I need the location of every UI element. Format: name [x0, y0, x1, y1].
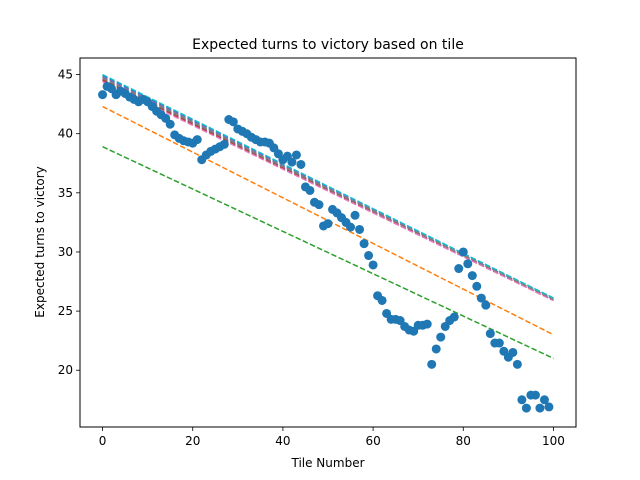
- scatter-point: [481, 300, 491, 310]
- trend-line: [102, 79, 554, 302]
- y-axis-label: Expected turns to victory: [33, 166, 47, 317]
- scatter-point: [350, 210, 360, 220]
- scatter-point: [359, 239, 369, 249]
- scatter-point: [287, 157, 297, 167]
- trend-line: [102, 76, 554, 300]
- scatter-point: [472, 281, 482, 291]
- scatter-point: [463, 259, 473, 269]
- scatter-point: [508, 347, 518, 357]
- scatter-point: [368, 260, 378, 270]
- y-tick-label: 25: [58, 304, 73, 318]
- trend-line: [102, 80, 554, 302]
- scatter-point: [530, 390, 540, 400]
- scatter-point: [305, 185, 315, 195]
- scatter-point: [377, 295, 387, 305]
- x-tick-label: 0: [99, 434, 107, 448]
- scatter-point: [422, 319, 432, 329]
- scatter-point: [355, 224, 365, 234]
- scatter-point: [517, 395, 527, 405]
- scatter-point: [454, 264, 464, 274]
- scatter-point: [165, 119, 175, 129]
- scatter-point: [427, 359, 437, 369]
- scatter-point: [467, 271, 477, 281]
- scatter-point: [521, 403, 531, 413]
- y-tick-label: 35: [58, 186, 73, 200]
- x-axis-ticks: 0 20 40 60 80 100: [99, 427, 565, 448]
- y-tick-label: 30: [58, 245, 73, 259]
- x-tick-label: 20: [185, 434, 200, 448]
- scatter-point: [539, 395, 549, 405]
- scatter-point: [544, 402, 554, 412]
- x-tick-label: 40: [275, 434, 290, 448]
- x-tick-label: 100: [542, 434, 565, 448]
- chart-title: Expected turns to victory based on tile: [192, 37, 464, 53]
- scatter-point: [535, 403, 545, 413]
- scatter-point: [485, 329, 495, 339]
- y-tick-label: 20: [58, 363, 73, 377]
- scatter-point: [346, 222, 356, 232]
- scatter-point: [436, 332, 446, 342]
- x-tick-label: 60: [365, 434, 380, 448]
- scatter-point: [192, 135, 202, 145]
- scatter-point: [291, 150, 301, 160]
- trend-line: [102, 78, 554, 300]
- x-axis-label: Tile Number: [290, 456, 364, 470]
- scatter-point: [364, 251, 374, 261]
- scatter-point: [228, 117, 238, 127]
- scatter-point: [98, 90, 108, 100]
- scatter-point: [476, 293, 486, 303]
- scatter-point: [314, 200, 324, 210]
- x-tick-label: 80: [456, 434, 471, 448]
- scatter-point: [219, 139, 229, 149]
- scatter-point: [458, 247, 468, 257]
- scatter-point: [449, 312, 459, 322]
- y-tick-label: 40: [58, 127, 73, 141]
- scatter-point: [494, 338, 504, 348]
- scatter-point: [512, 359, 522, 369]
- scatter-point: [323, 219, 333, 229]
- trend-line: [102, 77, 554, 300]
- y-axis-ticks: 20 25 30 35 40 45: [58, 68, 80, 377]
- y-tick-label: 45: [58, 68, 73, 82]
- trend-line: [102, 146, 554, 360]
- scatter-point: [431, 344, 441, 354]
- axes-frame: [79, 57, 577, 428]
- scatter-point: [296, 159, 306, 169]
- trend-line: [102, 73, 554, 299]
- scatter-points: [98, 81, 554, 413]
